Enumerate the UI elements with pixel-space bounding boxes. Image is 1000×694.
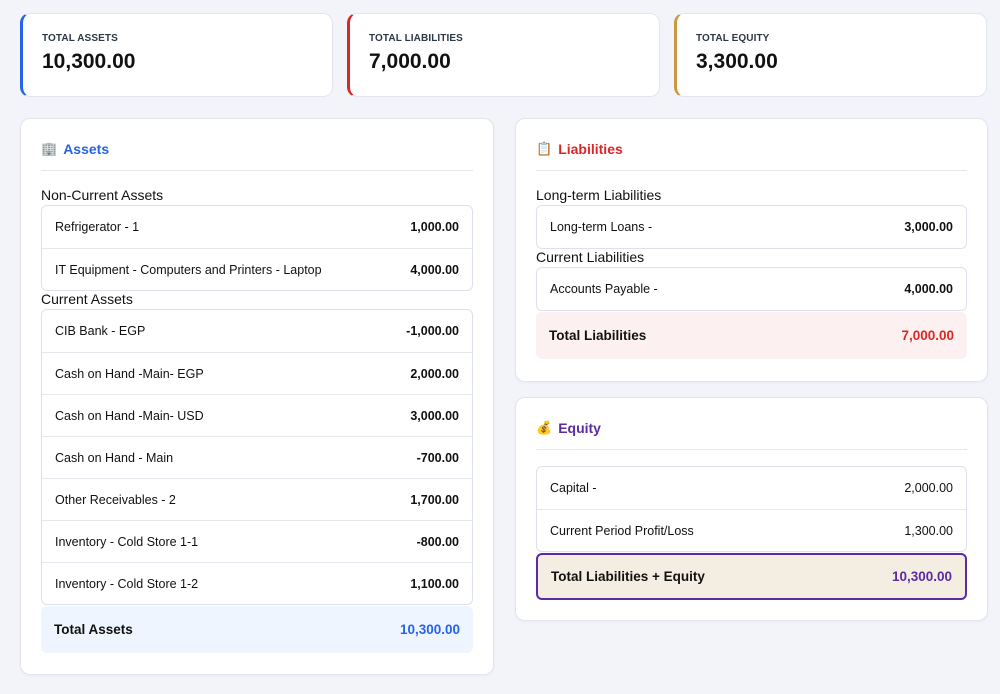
- account-row[interactable]: Current Period Profit/Loss 1,300.00: [537, 509, 966, 551]
- account-row[interactable]: Accounts Payable - 4,000.00: [537, 268, 966, 310]
- kpi-value: 3,300.00: [696, 50, 778, 73]
- account-row[interactable]: Other Receivables - 2 1,700.00: [42, 478, 472, 520]
- total-label: Total Liabilities: [549, 328, 647, 343]
- account-value: 4,000.00: [904, 282, 953, 296]
- total-row: Total Liabilities + Equity 10,300.00: [536, 553, 967, 600]
- section-title: Equity: [558, 419, 601, 436]
- account-value: 2,000.00: [410, 366, 459, 381]
- account-value: 1,100.00: [410, 576, 459, 591]
- group-label: Current Liabilities: [536, 249, 645, 265]
- kpi-total-equity: TOTAL EQUITY 3,300.00: [674, 13, 987, 97]
- account-row[interactable]: Inventory - Cold Store 1-1 -800.00: [42, 520, 472, 562]
- kpi-label: TOTAL LIABILITIES: [369, 33, 463, 44]
- total-row: Total Assets 10,300.00: [41, 606, 473, 653]
- kpi-value: 7,000.00: [369, 50, 451, 73]
- group-label: Long-term Liabilities: [536, 187, 662, 203]
- total-value: 10,300.00: [891, 569, 952, 584]
- account-value: -700.00: [416, 450, 459, 465]
- account-list: CIB Bank - EGP -1,000.00 Cash on Hand -Mai…: [41, 309, 473, 605]
- liabilities-panel: 📋 Liabilities Long-term Liabilities Long-te…: [515, 118, 988, 382]
- section-header: 🏢 Assets: [41, 119, 473, 171]
- account-name: Cash on Hand - Main: [55, 450, 174, 465]
- account-row[interactable]: Capital - 2,000.00: [537, 467, 966, 509]
- account-row[interactable]: Cash on Hand -Main- USD 3,000.00: [42, 394, 472, 436]
- account-value: 1,700.00: [410, 492, 459, 507]
- account-name: Cash on Hand -Main- USD: [55, 408, 204, 423]
- section-header: 💰 Equity: [536, 398, 967, 450]
- building-icon: 🏢: [41, 140, 58, 156]
- account-row[interactable]: Cash on Hand - Main -700.00: [42, 436, 472, 478]
- total-label: Total Liabilities + Equity: [551, 569, 705, 584]
- account-list: Refrigerator - 1 1,000.00 IT Equipment - C…: [41, 205, 473, 291]
- account-name: Capital -: [550, 481, 597, 495]
- account-name: Inventory - Cold Store 1-1: [55, 534, 199, 549]
- assets-panel: 🏢 Assets Non-Current Assets Refrigerator - …: [20, 118, 494, 675]
- total-value: 7,000.00: [901, 328, 954, 343]
- account-name: Long-term Loans -: [550, 220, 653, 234]
- group-label: Current Assets: [41, 291, 133, 307]
- kpi-total-assets: TOTAL ASSETS 10,300.00: [20, 13, 333, 97]
- kpi-label: TOTAL EQUITY: [696, 33, 770, 44]
- clipboard-icon: 📋: [536, 140, 553, 156]
- account-value: 4,000.00: [410, 262, 459, 277]
- account-value: 3,000.00: [410, 408, 459, 423]
- kpi-total-liabilities: TOTAL LIABILITIES 7,000.00: [347, 13, 660, 97]
- account-row[interactable]: Cash on Hand -Main- EGP 2,000.00: [42, 352, 472, 394]
- account-row[interactable]: IT Equipment - Computers and Printers - …: [42, 248, 472, 290]
- account-value: 3,000.00: [904, 220, 953, 234]
- account-name: IT Equipment - Computers and Printers - …: [55, 262, 322, 277]
- account-list: Long-term Loans - 3,000.00: [536, 205, 967, 249]
- account-name: Inventory - Cold Store 1-2: [55, 576, 199, 591]
- account-name: Cash on Hand -Main- EGP: [55, 366, 204, 381]
- account-list: Accounts Payable - 4,000.00: [536, 267, 967, 311]
- section-title: Assets: [63, 140, 110, 157]
- kpi-value: 10,300.00: [42, 50, 136, 73]
- account-row[interactable]: Long-term Loans - 3,000.00: [537, 206, 966, 248]
- account-value: 1,300.00: [904, 523, 953, 538]
- total-label: Total Assets: [54, 622, 133, 637]
- account-name: Current Period Profit/Loss: [550, 523, 694, 538]
- section-header: 📋 Liabilities: [536, 119, 967, 171]
- account-name: Other Receivables - 2: [55, 492, 176, 507]
- group-label: Non-Current Assets: [41, 187, 164, 203]
- account-row[interactable]: CIB Bank - EGP -1,000.00: [42, 310, 472, 352]
- account-value: 1,000.00: [410, 220, 459, 234]
- account-name: CIB Bank - EGP: [55, 324, 146, 338]
- account-list: Capital - 2,000.00 Current Period Profit/L…: [536, 466, 967, 552]
- account-name: Accounts Payable -: [550, 282, 658, 296]
- account-value: -1,000.00: [406, 324, 459, 338]
- account-row[interactable]: Refrigerator - 1 1,000.00: [42, 206, 472, 248]
- money-bag-icon: 💰: [536, 419, 553, 435]
- account-value: 2,000.00: [904, 481, 953, 495]
- account-name: Refrigerator - 1: [55, 220, 140, 234]
- kpi-label: TOTAL ASSETS: [42, 33, 118, 44]
- equity-panel: 💰 Equity Capital - 2,000.00 Current Period P…: [515, 397, 988, 621]
- total-row: Total Liabilities 7,000.00: [536, 312, 967, 359]
- section-title: Liabilities: [558, 140, 623, 157]
- account-value: -800.00: [416, 534, 459, 549]
- account-row[interactable]: Inventory - Cold Store 1-2 1,100.00: [42, 562, 472, 604]
- total-value: 10,300.00: [399, 622, 460, 637]
